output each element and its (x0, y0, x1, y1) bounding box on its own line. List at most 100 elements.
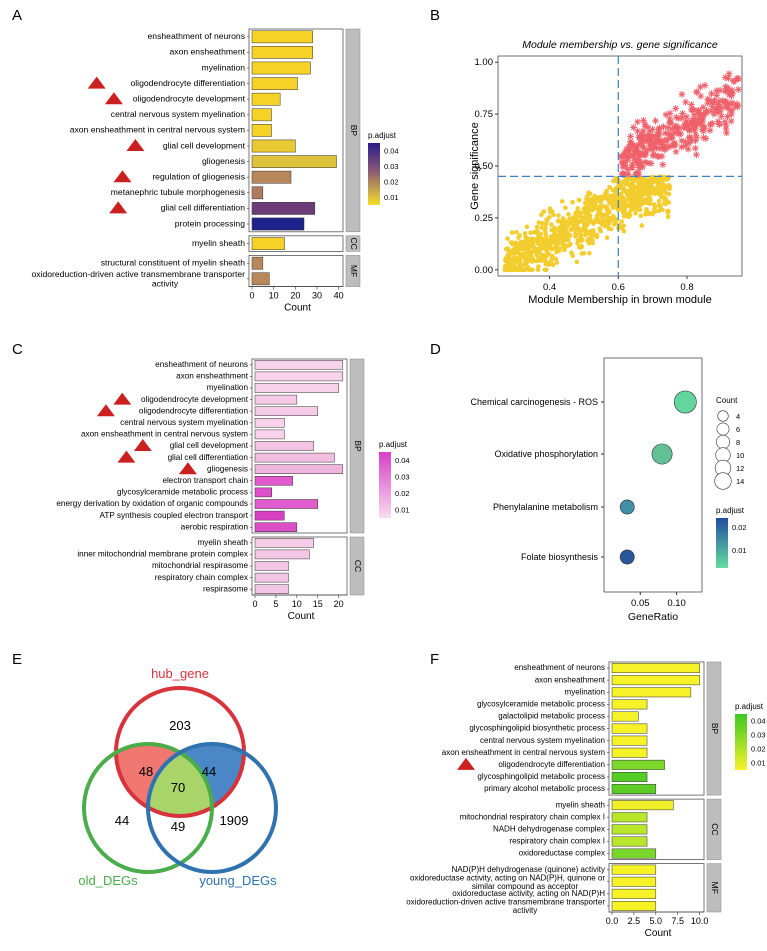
b-point-non-hub (663, 190, 669, 196)
b-ytick-label: 1.00 (475, 57, 494, 68)
b-point-hub (634, 157, 641, 165)
c-red-triangle-marker (178, 462, 197, 475)
a-facet-strip-cc (345, 235, 361, 252)
b-point-non-hub (519, 246, 524, 251)
b-point-hub (678, 143, 685, 151)
b-point-hub (727, 117, 735, 125)
b-point-non-hub (665, 209, 671, 215)
c-term-label-atp-synthesis-coupled-electron-transport: ATP synthesis coupled electron transport (99, 511, 248, 520)
venn-set-label-old-degs: old_DEGs (78, 873, 138, 888)
b-point-hub (683, 113, 691, 121)
c-bar-axon-ensheathment-in-central-nervous-system (254, 429, 285, 440)
c-red-triangle-marker (96, 404, 115, 417)
b-point-non-hub (529, 255, 535, 261)
f-term-label-oxidoreductase-activity-acting-on-nad-p-h: oxidoreductase activity, acting on NAD(P… (452, 889, 605, 898)
b-point-non-hub (638, 198, 643, 203)
b-point-non-hub (513, 258, 519, 264)
f-bar-oxidoreductase-activity-acting-on-nad-p-h-quinon (611, 876, 657, 887)
f-bar-glycosphingolipid-biosynthetic-process (611, 723, 648, 734)
b-point-hub (686, 133, 694, 141)
b-point-non-hub (624, 189, 629, 194)
b-point-hub (672, 148, 680, 156)
b-point-non-hub (590, 204, 596, 210)
b-point-hub (686, 127, 693, 134)
c-colorbar (379, 452, 391, 518)
b-point-non-hub (524, 224, 530, 230)
b-point-non-hub (565, 221, 571, 226)
b-ytick-label: 0.75 (475, 109, 494, 120)
f-term-label-axon-ensheathment-in-central-nervous-system: axon ensheathment in central nervous sys… (442, 748, 606, 757)
f-bar-myelination (611, 687, 692, 698)
c-colorbar-tick-label: 0.04 (395, 456, 410, 465)
b-point-hub (657, 138, 664, 145)
venn-circle-young-degs (146, 742, 278, 874)
b-point-non-hub (587, 250, 592, 256)
a-bar-axon-ensheathment (251, 46, 313, 59)
b-point-hub (716, 120, 723, 128)
b-point-non-hub (621, 223, 626, 229)
b-point-non-hub (584, 204, 589, 209)
b-point-hub (655, 129, 662, 136)
c-term-label-ensheathment-of-neurons: ensheathment of neurons (155, 360, 248, 369)
b-point-non-hub (521, 251, 527, 257)
f-bar-myelin-sheath (611, 800, 674, 811)
b-point-hub (636, 164, 644, 172)
c-term-label-glial-cell-development: glial cell development (170, 441, 249, 450)
b-point-hub (691, 118, 699, 126)
b-point-hub (625, 147, 632, 155)
c-xtick-label: 20 (334, 599, 344, 609)
b-point-non-hub (513, 246, 518, 252)
b-point-non-hub (554, 249, 559, 255)
b-point-non-hub (542, 253, 547, 259)
c-term-label-glial-cell-differentiation: glial cell differentiation (168, 453, 249, 462)
b-point-non-hub (589, 234, 594, 240)
b-point-hub (641, 122, 649, 130)
f-xtick-label: 10.0 (691, 916, 709, 926)
b-point-non-hub (638, 213, 644, 218)
b-xtick-label: 0.4 (543, 282, 556, 293)
b-point-non-hub (577, 245, 582, 250)
c-term-label-oligodendrocyte-differentiation: oligodendrocyte differentiation (139, 406, 249, 415)
f-bar-oxidoreductase-complex (611, 848, 657, 859)
a-facet-label-bp: BP (349, 125, 359, 137)
d-x-axis-title: GeneRatio (628, 611, 678, 623)
c-bar-electron-transport-chain (254, 476, 293, 486)
b-point-non-hub (665, 177, 670, 182)
b-point-non-hub (575, 206, 580, 211)
f-xtick-label: 7.5 (671, 916, 684, 926)
f-bar-axon-ensheathment (611, 675, 700, 686)
b-point-non-hub (526, 252, 532, 258)
b-point-non-hub (555, 235, 561, 241)
b-point-hub (688, 106, 695, 114)
b-point-non-hub (582, 223, 588, 228)
b-point-non-hub (649, 210, 654, 216)
b-point-hub (724, 113, 731, 120)
b-point-hub (646, 132, 654, 140)
panel-label-f: F (430, 651, 439, 668)
b-point-non-hub (572, 225, 577, 231)
f-bar-glycosylceramide-metabolic-process (611, 699, 648, 710)
b-point-hub (619, 163, 627, 171)
f-bar-respiratory-chain-complex-i (611, 836, 648, 847)
b-point-hub (715, 101, 722, 108)
b-point-non-hub (629, 204, 635, 210)
b-point-hub (635, 152, 642, 160)
c-bar-inner-mitochondrial-membrane-protein-complex (254, 549, 310, 560)
a-colorbar-tick-label: 0.01 (384, 193, 399, 202)
b-point-hub (679, 110, 686, 117)
b-point-non-hub (557, 246, 562, 251)
panel-label-b: B (430, 7, 440, 24)
d-pathway-label-folate-biosynthesis: Folate biosynthesis (521, 552, 599, 562)
c-bar-mitochondrial-respirasome (254, 561, 289, 571)
b-point-non-hub (548, 209, 553, 214)
c-x-axis-title: Count (288, 611, 315, 622)
a-term-label-oligodendrocyte-development: oligodendrocyte development (133, 93, 246, 103)
b-point-non-hub (597, 226, 602, 231)
c-bar-axon-ensheathment (254, 371, 344, 382)
f-term-label-glycosphingolipid-metabolic-process: glycosphingolipid metabolic process (477, 772, 605, 781)
b-point-non-hub (579, 251, 585, 256)
b-point-hub (618, 154, 626, 161)
venn-count-old-young: 49 (171, 819, 185, 834)
d-count-legend-label: 14 (736, 477, 744, 486)
b-point-hub (710, 97, 717, 105)
